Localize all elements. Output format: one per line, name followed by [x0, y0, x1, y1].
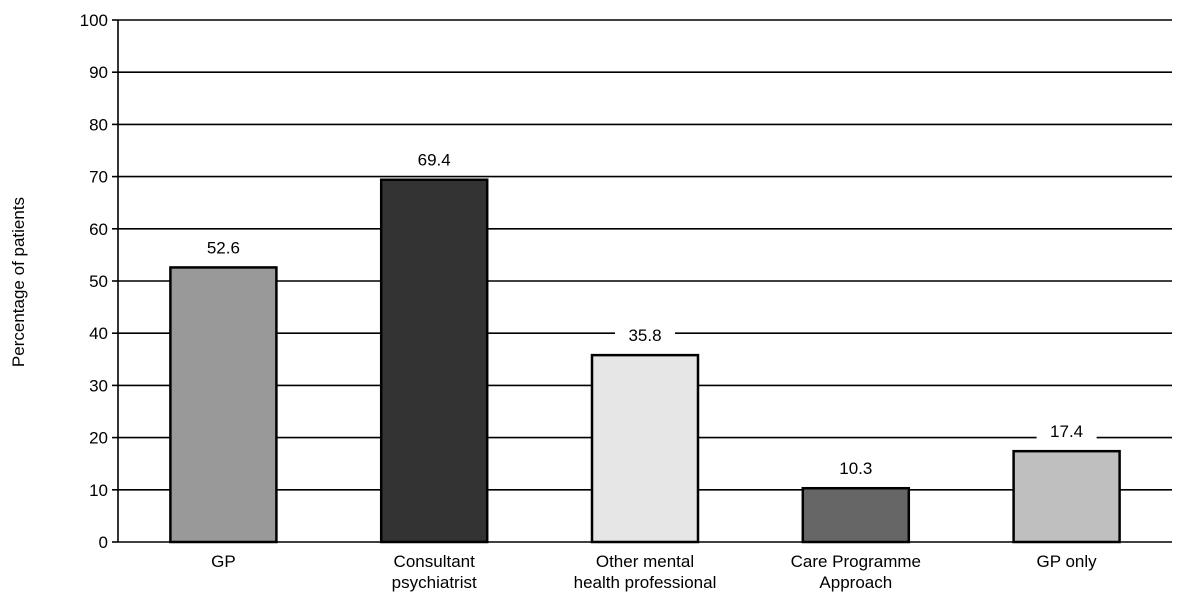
y-tick-label: 50	[89, 272, 108, 291]
x-tick-label: Care Programme	[791, 552, 921, 571]
y-tick-label: 90	[89, 63, 108, 82]
x-tick-label: health professional	[574, 573, 717, 592]
data-label: 35.8	[628, 326, 661, 345]
data-label: 69.4	[418, 151, 451, 170]
y-tick-label: 60	[89, 220, 108, 239]
y-axis-title: Percentage of patients	[9, 197, 28, 367]
data-label-background	[193, 237, 254, 260]
x-tick-label: Consultant	[394, 552, 476, 571]
y-tick-label: 20	[89, 429, 108, 448]
x-tick-label: Approach	[819, 573, 892, 592]
bar	[801, 486, 911, 544]
data-label-background	[1036, 421, 1097, 444]
x-tick-label: GP	[211, 552, 236, 571]
y-tick-label: 40	[89, 324, 108, 343]
data-label-background	[615, 325, 675, 348]
data-label: 17.4	[1050, 422, 1083, 441]
bar	[379, 178, 489, 544]
y-tick-label: 70	[89, 168, 108, 187]
x-tick-label: Other mental	[596, 552, 694, 571]
bar	[1012, 449, 1121, 544]
x-tick-label: psychiatrist	[392, 573, 477, 592]
y-tick-label: 10	[89, 481, 108, 500]
gridlines	[118, 19, 1172, 491]
data-labels: 52.6 69.4 35.8 10.3 17.4	[193, 149, 1097, 481]
y-tick-label: 80	[89, 115, 108, 134]
y-tick-label: 0	[99, 533, 108, 552]
bar	[590, 353, 700, 544]
x-category-labels: GP Consultant psychiatrist Other mental heal…	[211, 552, 1097, 592]
bars	[169, 178, 1121, 544]
y-tick-label: 30	[89, 376, 108, 395]
y-tick-labels: 0 10 20 30 40 50 60 70 80 90 100	[80, 11, 108, 552]
bar	[169, 266, 278, 544]
data-label: 52.6	[207, 238, 240, 257]
y-tick-label: 100	[80, 11, 108, 30]
data-label-background	[404, 149, 465, 172]
data-label: 10.3	[839, 459, 872, 478]
axes	[112, 19, 1172, 543]
data-label-background	[825, 458, 886, 481]
x-tick-label: GP only	[1037, 552, 1098, 571]
